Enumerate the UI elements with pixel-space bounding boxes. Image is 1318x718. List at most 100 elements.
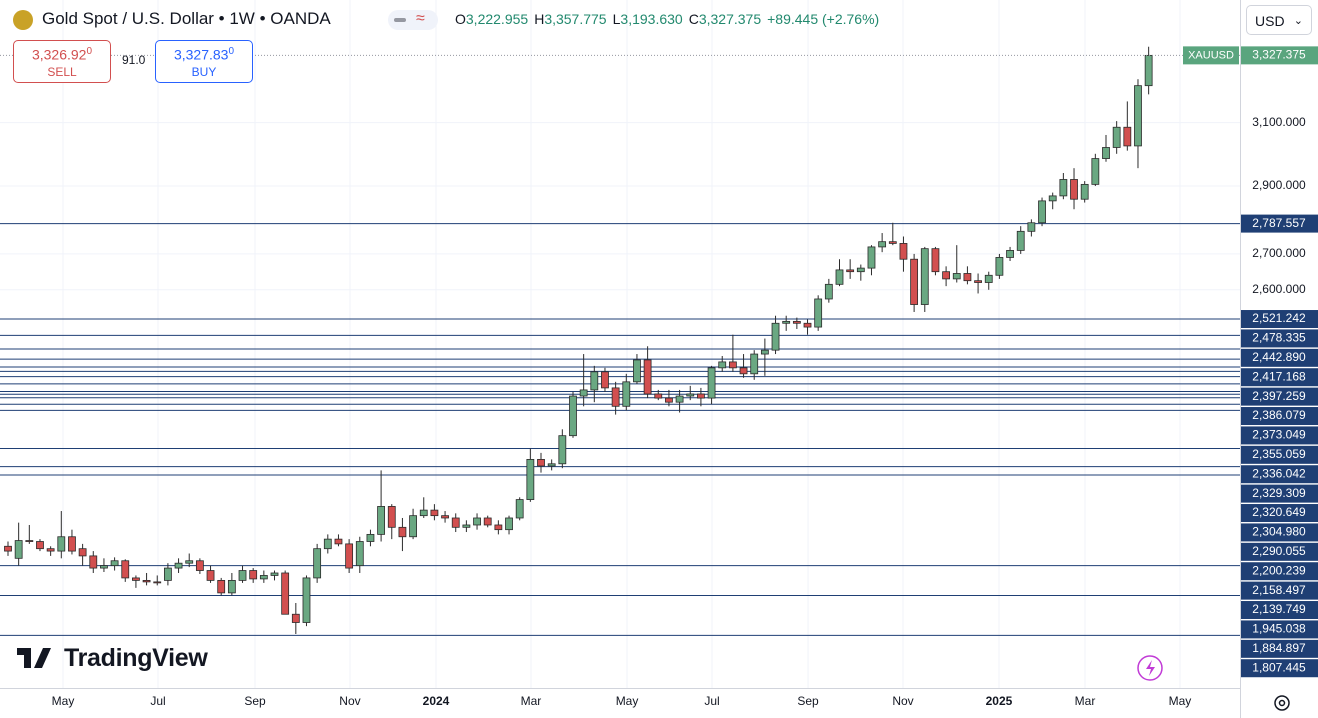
candle-body: [494, 524, 503, 531]
candle-body: [952, 273, 961, 280]
ohlc-legend: O3,222.955 H3,357.775 L3,193.630 C3,327.375…: [455, 11, 879, 27]
x-tick-label: Jul: [150, 694, 165, 708]
candle-body: [1038, 200, 1046, 224]
level-label: 2,139.749: [1252, 602, 1306, 616]
candle-body: [345, 543, 354, 569]
level-label: 2,329.309: [1252, 486, 1306, 500]
level-label: 2,478.335: [1252, 331, 1306, 345]
candle-body: [601, 371, 609, 389]
candle-body: [398, 526, 407, 538]
level-label: 2,355.059: [1252, 447, 1306, 461]
candle-body: [302, 577, 311, 623]
candle-body: [675, 395, 684, 403]
currency: USD: [1255, 13, 1285, 29]
candle-body: [355, 541, 364, 567]
symbol-icon: [13, 10, 33, 30]
candle-body: [227, 579, 236, 594]
candle-body: [249, 570, 258, 580]
candle-body: [569, 395, 577, 437]
level-label-bg: [1241, 601, 1318, 620]
candle-body: [974, 280, 982, 283]
sell-button[interactable]: 3,326.920 SELL: [13, 40, 111, 83]
candle-body: [419, 509, 428, 517]
level-label: 2,417.168: [1252, 369, 1306, 383]
x-tick-label: 2024: [423, 694, 450, 708]
candle-body: [654, 393, 663, 399]
settings-icon[interactable]: [1270, 691, 1294, 715]
candle-body: [57, 536, 66, 552]
candle-body: [697, 393, 705, 399]
candle-body: [163, 567, 172, 581]
currency-select[interactable]: USD ⌄: [1246, 5, 1312, 35]
candle-body: [1059, 179, 1068, 197]
level-label-bg: [1241, 348, 1318, 367]
x-tick-label: Jul: [704, 694, 719, 708]
level-label: 2,787.557: [1252, 216, 1306, 230]
candle-body: [1027, 222, 1036, 232]
axis-border: [0, 688, 1240, 689]
level-label: 2,304.980: [1252, 525, 1306, 539]
candle-body: [579, 389, 588, 397]
level-label-bg: [1241, 407, 1318, 426]
ohlc-key: C: [688, 11, 699, 27]
last-price-bg: [1241, 46, 1318, 65]
candle-body: [888, 241, 897, 244]
candle-body: [217, 579, 226, 594]
y-tick-label: 2,700.000: [1252, 246, 1306, 260]
level-label: 2,442.890: [1252, 350, 1306, 364]
candle-body: [270, 572, 279, 576]
y-tick-label: 3,100.000: [1252, 115, 1306, 129]
x-tick-label: Sep: [244, 694, 266, 708]
level-label-bg: [1241, 387, 1318, 406]
ohlc-key: O: [455, 11, 466, 27]
x-tick-label: Nov: [892, 694, 913, 708]
ohlc-value: 3,222.955: [465, 11, 529, 27]
buy-button[interactable]: 3,327.830 BUY: [155, 40, 253, 83]
logo-text: TradingView: [64, 644, 208, 672]
level-label: 2,200.239: [1252, 563, 1306, 577]
level-label-bg: [1241, 562, 1318, 581]
level-label-bg: [1241, 620, 1318, 639]
toggle-icons[interactable]: ≈: [388, 10, 438, 30]
candle-body: [1134, 85, 1142, 147]
candle-body: [686, 393, 695, 397]
symbol-title[interactable]: Gold Spot / U.S. Dollar • 1W • OANDA: [42, 9, 331, 28]
buy-price: 3,327.83: [173, 46, 229, 63]
candle-body: [728, 361, 737, 369]
candle-body: [132, 577, 140, 581]
level-label-bg: [1241, 542, 1318, 561]
level-label-bg: [1241, 214, 1318, 233]
candle-body: [1102, 147, 1110, 159]
candle-body: [1016, 230, 1025, 251]
candle-body: [291, 613, 300, 623]
candle-body: [483, 517, 492, 526]
candle-body: [718, 361, 727, 369]
candle-body: [473, 517, 481, 526]
ohlc-value: 3,193.630: [620, 11, 683, 27]
sell-label: SELL: [47, 64, 77, 79]
candle-body: [878, 241, 887, 248]
candle-body: [110, 560, 119, 567]
level-label: 2,373.049: [1252, 428, 1306, 442]
level-label: 2,158.497: [1252, 583, 1306, 597]
ohlc-value: 3,357.775: [544, 11, 607, 27]
candle-body: [313, 548, 322, 579]
candle-body: [526, 459, 535, 500]
change: +89.445 (+2.76%): [767, 11, 880, 27]
x-tick-label: Mar: [1075, 694, 1096, 708]
candle-body: [505, 517, 513, 531]
candle-body: [142, 579, 151, 583]
candle-body: [707, 367, 716, 399]
candle-body: [1144, 54, 1153, 87]
candle-body: [185, 560, 194, 564]
alert-icon[interactable]: [1135, 653, 1165, 683]
candle-body: [153, 581, 162, 584]
level-label-bg: [1241, 465, 1318, 484]
candle-body: [387, 506, 396, 528]
candle-body: [1123, 126, 1132, 147]
level-label: 1,945.038: [1252, 622, 1306, 636]
candle-body: [643, 359, 652, 395]
candle-body: [14, 540, 23, 559]
candle-body: [846, 269, 855, 273]
